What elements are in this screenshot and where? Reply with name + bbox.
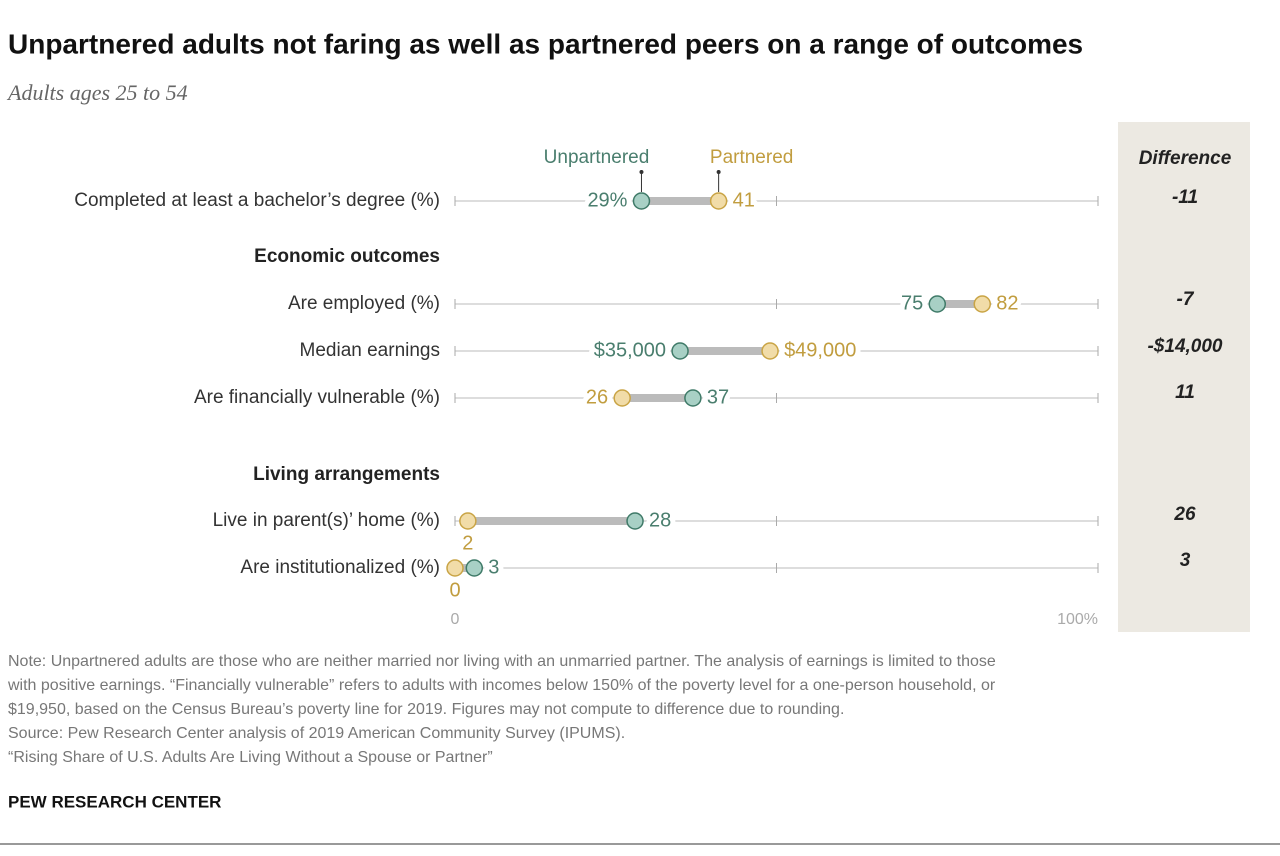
difference-header: Difference xyxy=(1139,148,1232,169)
dot xyxy=(632,192,651,210)
category-label: Are institutionalized (%) xyxy=(240,557,440,578)
x-tick-label: 0 xyxy=(451,611,460,628)
value-label: 2 xyxy=(462,532,473,554)
category-label: Are employed (%) xyxy=(288,293,440,314)
note: Note: Unpartnered adults are those who a… xyxy=(8,653,996,670)
legend-label: Partnered xyxy=(710,147,793,168)
dot xyxy=(626,512,644,530)
value-label: 41 xyxy=(733,189,755,211)
difference-value: 3 xyxy=(1180,550,1191,571)
x-tick-label: 100% xyxy=(1057,611,1098,628)
dot xyxy=(973,295,992,313)
difference-value: 11 xyxy=(1175,382,1195,403)
difference-value: -7 xyxy=(1177,289,1195,310)
category-label: Are financially vulnerable (%) xyxy=(194,387,440,408)
difference-value: -11 xyxy=(1172,187,1198,208)
dot xyxy=(459,512,477,530)
dot xyxy=(446,559,464,577)
group-label: Economic outcomes xyxy=(254,246,440,267)
dot xyxy=(761,342,779,360)
value-label: $49,000 xyxy=(784,339,856,361)
dot xyxy=(928,295,946,313)
category-label: Median earnings xyxy=(300,340,440,361)
credit: PEW RESEARCH CENTER xyxy=(8,792,221,811)
dot xyxy=(684,389,702,407)
value-label: 75 xyxy=(901,292,923,314)
value-label: 37 xyxy=(707,386,729,408)
chart-subtitle: Adults ages 25 to 54 xyxy=(6,80,188,105)
legend-pointer-dot xyxy=(716,170,721,174)
note: Source: Pew Research Center analysis of … xyxy=(8,725,625,742)
dot xyxy=(709,192,728,210)
chart-title: Unpartnered adults not faring as well as… xyxy=(8,28,1083,59)
legend-label: Unpartnered xyxy=(544,147,650,168)
difference-value: 26 xyxy=(1173,504,1196,525)
value-label: 28 xyxy=(649,509,671,531)
value-label: 26 xyxy=(586,386,608,408)
legend-pointer-dot xyxy=(639,170,644,174)
difference-value: -$14,000 xyxy=(1147,336,1222,357)
dot xyxy=(613,389,631,407)
group-label: Living arrangements xyxy=(253,464,440,485)
value-label: 0 xyxy=(449,579,460,601)
value-label: 29% xyxy=(587,189,627,211)
category-label: Live in parent(s)’ home (%) xyxy=(213,510,440,531)
dot xyxy=(465,559,484,577)
note: $19,950, based on the Census Bureau’s po… xyxy=(8,701,844,718)
dot xyxy=(671,342,689,360)
note: with positive earnings. “Financially vul… xyxy=(7,677,996,694)
note: “Rising Share of U.S. Adults Are Living … xyxy=(8,749,493,766)
category-label: Completed at least a bachelor’s degree (… xyxy=(74,190,440,211)
value-label: $35,000 xyxy=(594,339,666,361)
difference-panel xyxy=(1118,122,1250,632)
value-label: 3 xyxy=(488,556,499,578)
value-label: 82 xyxy=(996,292,1018,314)
